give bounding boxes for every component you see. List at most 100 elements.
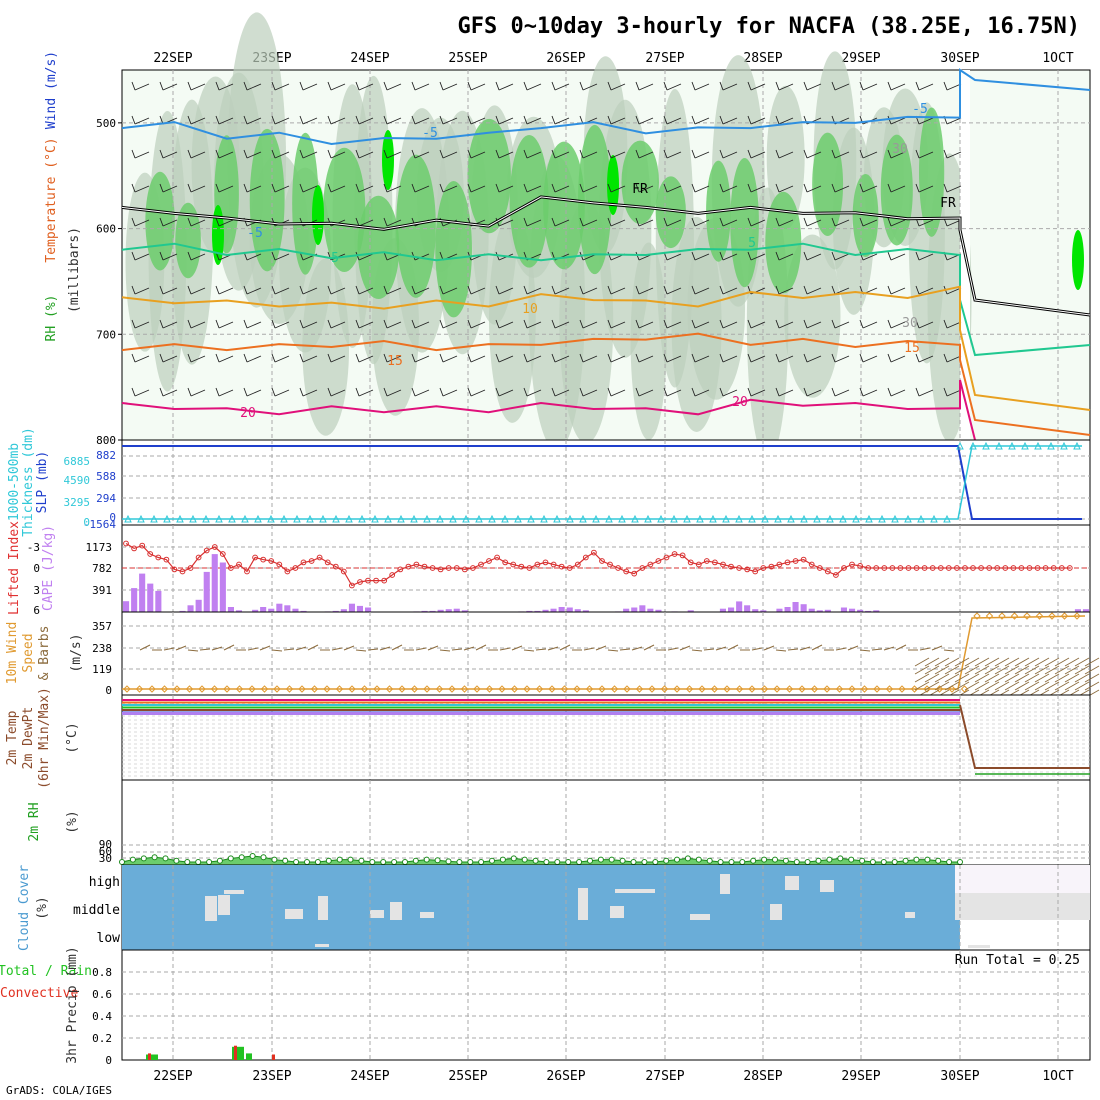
wind-barb bbox=[495, 115, 514, 125]
wind-speed-marker bbox=[323, 685, 331, 693]
rh2-point bbox=[445, 858, 452, 865]
wind-barb bbox=[355, 149, 374, 159]
cape-bar bbox=[235, 610, 242, 612]
wind-barb-hatch bbox=[1004, 681, 1020, 691]
wind-barb bbox=[831, 217, 850, 227]
cape-bar bbox=[655, 609, 662, 612]
wind-barb bbox=[355, 217, 374, 227]
thickness-marker bbox=[1008, 441, 1016, 450]
wind-speed-marker bbox=[785, 685, 794, 693]
rh2-point bbox=[456, 859, 463, 865]
thickness-marker bbox=[150, 514, 158, 523]
li-point bbox=[954, 565, 960, 571]
label-precip-units: 3hr Precip (mm) bbox=[65, 946, 80, 1063]
thickness-marker bbox=[306, 514, 314, 523]
precip-frame bbox=[121, 949, 1091, 1061]
wind-barb bbox=[131, 115, 150, 125]
top-date-26SEP: 26SEP bbox=[546, 51, 585, 66]
li-point bbox=[841, 565, 847, 571]
cape-bar bbox=[542, 609, 549, 612]
wind-barb bbox=[439, 183, 458, 193]
wind-barb bbox=[131, 251, 150, 261]
label-min-max: (6hr Min/Max) bbox=[37, 687, 52, 789]
li-point bbox=[244, 568, 250, 575]
wind10-series bbox=[122, 612, 1100, 699]
thickness-marker bbox=[592, 514, 600, 523]
rh2-point bbox=[304, 859, 310, 865]
li-point bbox=[889, 565, 896, 571]
li-point bbox=[349, 582, 355, 589]
wind-barb bbox=[719, 115, 738, 125]
li-point bbox=[566, 565, 573, 571]
wind-barb bbox=[691, 285, 710, 295]
wind-barb-10m bbox=[703, 648, 715, 651]
wind-barb bbox=[187, 183, 206, 193]
bottom-date-28SEP: 28SEP bbox=[743, 1069, 782, 1084]
slp-frame bbox=[121, 439, 1091, 526]
wind-barb-10m bbox=[379, 646, 391, 651]
thickness-marker bbox=[293, 514, 301, 523]
wind-barb bbox=[579, 81, 598, 91]
li-point bbox=[929, 565, 936, 571]
wind-barb-10m bbox=[883, 646, 895, 651]
cape-bar bbox=[461, 610, 468, 612]
li-point bbox=[324, 559, 331, 566]
thickness-marker bbox=[800, 514, 808, 523]
cape-bar bbox=[211, 554, 218, 612]
precip-tick-0.6: 0.6 bbox=[92, 988, 112, 1001]
thickness-marker bbox=[397, 514, 405, 523]
wind-speed-marker bbox=[198, 685, 206, 693]
label-convective: Convective bbox=[0, 986, 78, 1001]
wind-barb bbox=[467, 319, 486, 329]
wind-barb-hatch bbox=[1074, 665, 1090, 675]
cloud-mid-after bbox=[955, 893, 1090, 920]
bottom-date-27SEP: 27SEP bbox=[645, 1069, 684, 1084]
rh-shade-dark bbox=[812, 132, 844, 236]
wind-barb bbox=[467, 353, 486, 363]
slp-tick: 0 bbox=[109, 511, 116, 524]
wind-barb bbox=[467, 115, 486, 125]
rh2-point bbox=[728, 859, 735, 865]
thickness-marker bbox=[891, 514, 899, 523]
wind-barb bbox=[495, 285, 514, 295]
li-point bbox=[558, 563, 565, 570]
li-point bbox=[1034, 565, 1041, 571]
wind-barb bbox=[775, 81, 794, 91]
label-slp: SLP (mb) bbox=[35, 451, 50, 514]
rh2-point bbox=[499, 856, 506, 863]
thickness-marker bbox=[332, 514, 340, 523]
wind-speed-marker bbox=[360, 685, 369, 693]
rh-shade-dark bbox=[323, 147, 366, 273]
li-point bbox=[203, 547, 210, 554]
wind-speed-marker bbox=[385, 685, 394, 693]
thickness-marker bbox=[657, 514, 665, 523]
wind-barb bbox=[607, 353, 626, 363]
thickness-marker bbox=[462, 514, 470, 523]
cloud-gap bbox=[720, 874, 730, 894]
isotherm-10 bbox=[121, 285, 1091, 411]
thickness-marker bbox=[943, 514, 951, 523]
rh2-point bbox=[608, 856, 615, 863]
wind-barb bbox=[495, 81, 514, 91]
wind-barb bbox=[747, 387, 766, 397]
label-cloud-units: (%) bbox=[35, 896, 50, 919]
wind-barb bbox=[411, 353, 430, 363]
wind-barb-10m bbox=[859, 649, 871, 652]
cape-bar bbox=[131, 588, 138, 612]
wind-barb bbox=[607, 115, 626, 125]
label-millibars: (millibars) bbox=[67, 227, 82, 313]
wind-barb bbox=[691, 183, 710, 193]
thickness-marker bbox=[995, 441, 1003, 450]
wind-barb bbox=[495, 319, 514, 329]
wind-barb-hatch bbox=[954, 681, 970, 691]
wind-speed-marker bbox=[373, 685, 381, 693]
wind-barb bbox=[607, 387, 626, 397]
wind-barb bbox=[691, 319, 710, 329]
wind-barb bbox=[915, 183, 934, 193]
thickness-marker bbox=[228, 514, 236, 523]
rh-shade-dark bbox=[435, 181, 472, 318]
wind-barb bbox=[411, 285, 430, 295]
rh-shade-dark bbox=[357, 195, 400, 299]
label-rh-units: (%) bbox=[65, 810, 80, 833]
